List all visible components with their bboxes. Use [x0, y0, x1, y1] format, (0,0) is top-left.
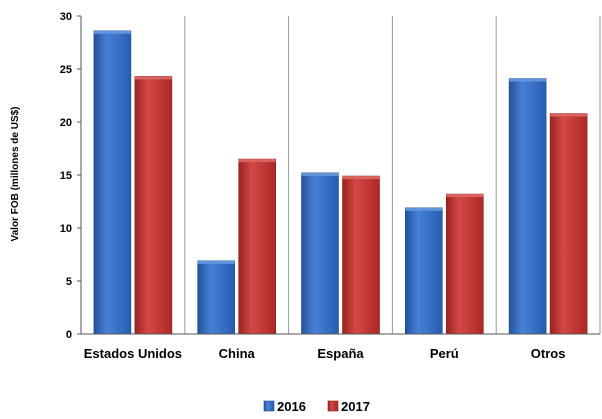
bar-2017-estados-unidos	[134, 76, 173, 335]
y-tick-label: 25	[60, 64, 72, 76]
bar-top-highlight	[134, 76, 172, 80]
bar-top-highlight	[342, 176, 380, 180]
bar-top-highlight	[405, 207, 443, 211]
x-category-label: Otros	[531, 346, 566, 361]
legend-swatch-2016	[263, 400, 275, 412]
x-category-label: China	[219, 346, 256, 361]
x-category-label: Estados Unidos	[84, 346, 182, 361]
y-tick-label: 20	[60, 117, 72, 129]
y-tick-label: 15	[60, 170, 72, 182]
bar-top-highlight	[93, 30, 131, 34]
bar-2016-perú	[404, 207, 443, 335]
bar-top-highlight	[301, 172, 339, 176]
x-category-label: España	[317, 346, 364, 361]
bar-2017-perú	[445, 193, 484, 335]
bar-2016-españa	[301, 172, 339, 335]
bar-2016-otros	[508, 78, 547, 335]
y-tick-labels: 0 5 10 15 20 25 30	[60, 11, 81, 341]
bar-2017-otros	[549, 113, 588, 335]
bar-top-highlight	[446, 194, 484, 198]
legend: 2016 2017	[263, 399, 370, 414]
y-tick-label: 10	[60, 223, 72, 235]
bar-top-highlight	[238, 159, 276, 163]
bar-2017-china	[238, 158, 276, 335]
legend-label-2016: 2016	[277, 399, 306, 414]
grid-layer	[184, 16, 601, 334]
y-tick-label: 30	[60, 11, 72, 23]
bar-2016-estados-unidos	[93, 30, 132, 335]
category-labels: Estados Unidos China España Perú Otros	[84, 346, 566, 361]
bar-top-highlight	[550, 113, 588, 117]
bars-layer	[93, 30, 588, 335]
bar-top-highlight	[509, 78, 547, 82]
legend-label-2017: 2017	[341, 399, 370, 414]
bar-2016-china	[197, 260, 235, 335]
y-tick-label: 0	[66, 329, 72, 341]
y-axis-title: Valor FOB (millones de US$)	[10, 106, 21, 241]
y-axis-title-group: Valor FOB (millones de US$)	[10, 106, 21, 241]
y-tick-label: 5	[66, 276, 72, 288]
bar-2017-españa	[342, 175, 380, 335]
bar-top-highlight	[197, 260, 235, 264]
x-category-label: Perú	[430, 346, 459, 361]
legend-swatch-2017	[327, 400, 339, 412]
